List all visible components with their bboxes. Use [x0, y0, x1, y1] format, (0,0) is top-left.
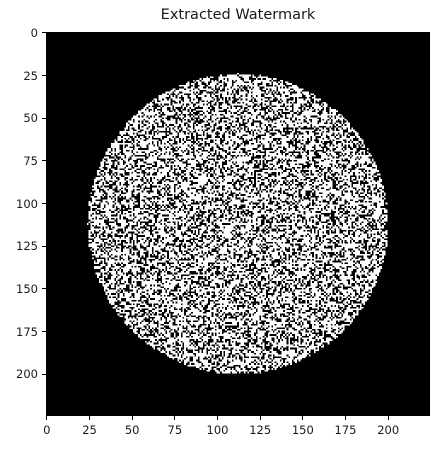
y-tick-mark — [42, 288, 46, 290]
x-tick-mark — [217, 416, 219, 420]
x-tick-mark — [174, 416, 176, 420]
y-tick-label: 25 — [23, 68, 38, 83]
x-tick-mark — [387, 416, 389, 420]
chart-title: Extracted Watermark — [160, 7, 316, 23]
y-tick-mark — [42, 373, 46, 375]
y-tick-label: 100 — [16, 196, 38, 211]
x-tick-mark — [345, 416, 347, 420]
x-tick-label: 150 — [291, 423, 314, 437]
y-tick-mark — [42, 117, 46, 119]
y-tick-label: 175 — [16, 324, 38, 339]
x-tick-label: 0 — [43, 423, 51, 437]
y-tick-label: 75 — [23, 153, 38, 168]
watermark-image — [46, 32, 430, 416]
x-tick-label: 75 — [167, 423, 183, 437]
y-tick-mark — [42, 32, 46, 34]
y-tick-label: 50 — [23, 111, 38, 126]
x-tick-mark — [89, 416, 91, 420]
plot-area — [46, 32, 430, 416]
x-tick-label: 25 — [82, 423, 97, 437]
y-tick-label: 125 — [16, 239, 38, 254]
x-tick-mark — [259, 416, 261, 420]
x-tick-mark — [302, 416, 304, 420]
y-tick-label: 0 — [30, 25, 38, 40]
x-tick-label: 175 — [334, 423, 357, 437]
y-tick-mark — [42, 245, 46, 247]
y-tick-mark — [42, 203, 46, 205]
x-tick-label: 125 — [249, 423, 272, 437]
y-tick-mark — [42, 75, 46, 77]
x-tick-label: 50 — [124, 423, 140, 437]
y-tick-label: 200 — [16, 367, 38, 382]
y-tick-mark — [42, 160, 46, 162]
x-tick-mark — [131, 416, 133, 420]
x-tick-label: 100 — [206, 423, 229, 437]
x-tick-mark — [46, 416, 48, 420]
y-tick-mark — [42, 331, 46, 333]
y-tick-label: 150 — [16, 281, 38, 296]
x-tick-label: 200 — [377, 423, 400, 437]
